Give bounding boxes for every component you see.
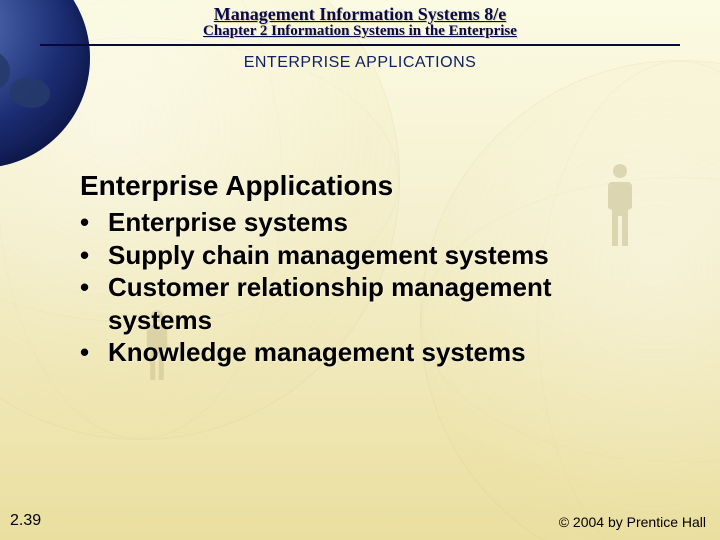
slide-container: Management Information Systems 8/e Chapt…	[0, 0, 720, 540]
header-divider	[40, 44, 680, 46]
section-title: ENTERPRISE APPLICATIONS	[0, 54, 720, 72]
bullet-item: Customer relationship management systems	[80, 271, 660, 336]
chapter-title: Chapter 2 Information Systems in the Ent…	[0, 23, 720, 40]
bullet-item: Enterprise systems	[80, 206, 660, 239]
content-area: Enterprise Applications Enterprise syste…	[80, 170, 660, 369]
content-title: Enterprise Applications	[80, 170, 660, 202]
bullet-item: Supply chain management systems	[80, 239, 660, 272]
book-title: Management Information Systems 8/e	[0, 4, 720, 25]
slide-header: Management Information Systems 8/e Chapt…	[0, 0, 720, 46]
slide-number: 2.39	[10, 512, 41, 530]
copyright-text: © 2004 by Prentice Hall	[559, 514, 706, 530]
bullet-list: Enterprise systems Supply chain manageme…	[80, 206, 660, 369]
bullet-item: Knowledge management systems	[80, 336, 660, 369]
